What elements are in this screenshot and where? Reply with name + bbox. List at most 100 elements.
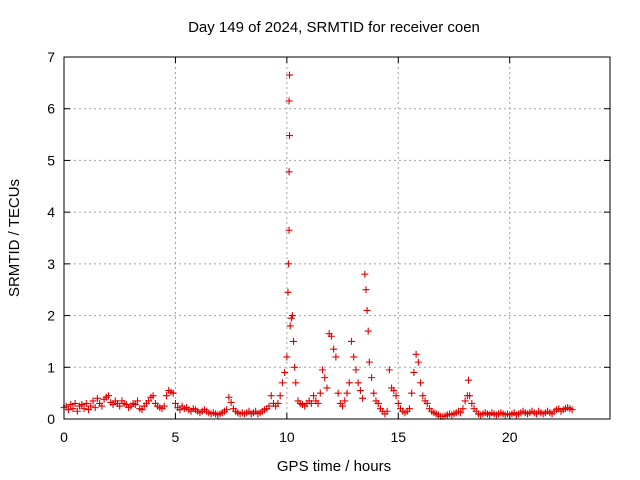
data-point [278,379,286,387]
data-point [323,384,331,392]
y-tick-label: 4 [47,204,55,220]
plot-frame [63,56,611,420]
data-point [364,327,372,335]
data-point [370,389,378,397]
y-axis-label: SRMTID / TECUs [6,179,23,297]
data-point [169,389,177,397]
data-point [276,392,284,400]
data-point [93,394,101,402]
data-point [365,358,373,366]
data-point [225,393,233,401]
x-tick-label: 10 [279,429,295,445]
data-point [78,401,86,409]
data-point [341,397,349,405]
data-point [149,392,157,400]
x-tick-label: 0 [60,429,68,445]
data-point [131,401,139,409]
data-point [383,407,391,415]
y-tick-label: 7 [47,49,55,65]
data-point [67,401,75,409]
data-point [354,379,362,387]
data-point [85,406,93,414]
data-point [265,402,273,410]
data-point [343,389,351,397]
data-point [321,374,329,382]
data-point [109,401,117,409]
x-tick-label: 20 [502,429,518,445]
data-point [414,358,422,366]
data-point [417,379,425,387]
data-point [288,312,296,320]
y-tick-label: 0 [47,411,55,427]
data-point [69,405,77,413]
data-point [334,389,342,397]
data-point [171,399,179,407]
data-point [267,392,275,400]
data-point [459,405,467,413]
data-point [362,286,370,294]
x-tick-label: 5 [172,429,180,445]
data-point [412,350,420,358]
data-point [352,366,360,374]
data-point [285,97,293,105]
data-point [116,402,124,410]
y-tick-label: 5 [47,152,55,168]
data-point [98,402,106,410]
data-point [285,226,293,234]
points-layer [60,71,576,420]
data-point [392,392,400,400]
data-point [307,399,315,407]
data-point [327,332,335,340]
data-point [138,406,146,414]
data-point [64,406,72,414]
data-point [568,406,576,414]
data-point [80,405,88,413]
data-point [339,402,347,410]
data-point [223,406,231,414]
data-point [394,399,402,407]
data-point [361,270,369,278]
data-point [332,353,340,361]
data-point [291,363,299,371]
data-point [286,132,294,140]
data-point [145,397,153,405]
data-point [408,389,416,397]
data-point [347,337,355,345]
data-point [419,392,427,400]
data-point [410,368,418,376]
data-point [284,260,292,268]
data-point [73,407,81,415]
data-point [363,306,371,314]
data-point [160,402,168,410]
data-point [281,368,289,376]
data-point [292,379,300,387]
tick-layer: 0 1 2 3 4 5 6 7 0 5 10 15 20 [47,49,610,445]
data-point [286,71,294,79]
data-point [423,399,431,407]
data-point [405,405,413,413]
data-point [468,399,476,407]
y-tick-label: 1 [47,359,55,375]
x-tick-label: 15 [390,429,406,445]
data-point [274,399,282,407]
data-point [457,409,465,417]
data-point [163,392,171,400]
data-point [466,392,474,400]
data-point [385,366,393,374]
data-point [374,399,382,407]
grid-layer [64,57,610,419]
data-point [176,406,184,414]
data-point [87,402,95,410]
data-point [319,366,327,374]
data-point [91,404,99,412]
data-point [286,322,294,330]
data-point [350,353,358,361]
data-point [283,353,291,361]
data-point [314,399,322,407]
data-point [134,397,142,405]
data-point [310,392,318,400]
y-tick-label: 6 [47,101,55,117]
data-point [290,337,298,345]
x-axis-label: GPS time / hours [277,458,391,475]
